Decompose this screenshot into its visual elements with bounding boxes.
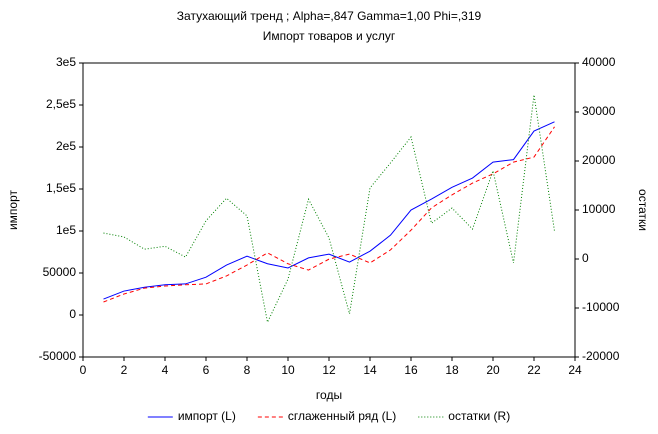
y-tick-label: 1e5 — [56, 223, 76, 237]
x-tick-label: 14 — [363, 363, 377, 377]
x-tick-label: 16 — [404, 363, 418, 377]
y2-axis-title: остатки — [636, 189, 650, 231]
x-axis-title: годы — [316, 388, 342, 402]
y2-tick-label: 0 — [582, 251, 589, 265]
y-tick-label: 0 — [69, 307, 76, 321]
x-tick-label: 4 — [162, 363, 169, 377]
y-tick-label: 2,5e5 — [46, 97, 76, 111]
x-tick-label: 0 — [80, 363, 87, 377]
y-tick-label: -50000 — [39, 349, 77, 363]
x-tick-label: 8 — [244, 363, 251, 377]
x-tick-label: 20 — [486, 363, 500, 377]
legend-label: импорт (L) — [178, 409, 236, 423]
y2-tick-label: 30000 — [582, 104, 616, 118]
x-tick-label: 12 — [322, 363, 336, 377]
chart-subtitle: Импорт товаров и услуг — [263, 29, 396, 43]
legend-label: сглаженный ряд (L) — [288, 409, 396, 423]
y2-tick-label: 10000 — [582, 202, 616, 216]
y2-tick-label: 40000 — [582, 55, 616, 69]
plot-frame — [82, 62, 576, 358]
y-tick-label: 2e5 — [56, 139, 76, 153]
x-tick-label: 24 — [568, 363, 582, 377]
y-axis-title: импорт — [6, 189, 20, 230]
x-tick-label: 2 — [121, 363, 128, 377]
series-line — [103, 126, 555, 303]
y-tick-label: 50000 — [43, 265, 77, 279]
y-tick-label: 3e5 — [56, 55, 76, 69]
y2-tick-label: -20000 — [582, 349, 620, 363]
chart-title: Затухающий тренд ; Alpha=,847 Gamma=1,00… — [177, 9, 482, 23]
series-line — [103, 121, 555, 300]
y2-tick-label: 20000 — [582, 153, 616, 167]
x-tick-label: 22 — [527, 363, 541, 377]
y-tick-label: 1,5e5 — [46, 181, 76, 195]
legend-label: остатки (R) — [448, 409, 510, 423]
y2-tick-label: -10000 — [582, 300, 620, 314]
x-tick-label: 6 — [203, 363, 210, 377]
x-tick-label: 10 — [281, 363, 295, 377]
x-tick-label: 18 — [445, 363, 459, 377]
